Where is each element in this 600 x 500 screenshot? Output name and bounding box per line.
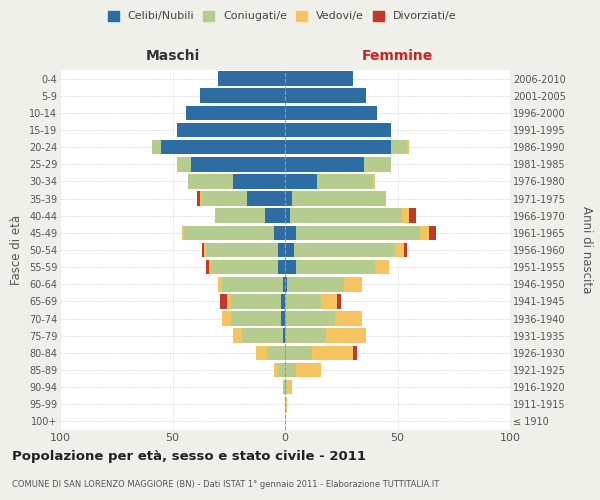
Bar	[204, 242, 206, 258]
Bar	[197, 192, 199, 206]
Bar	[409, 208, 415, 223]
Bar	[199, 88, 285, 103]
Bar	[274, 226, 285, 240]
Bar	[343, 277, 361, 291]
Bar	[402, 208, 409, 223]
Bar	[191, 157, 285, 172]
Bar	[312, 346, 353, 360]
Bar	[285, 362, 296, 378]
Bar	[285, 106, 377, 120]
Bar	[285, 242, 294, 258]
Bar	[278, 362, 285, 378]
Bar	[199, 192, 202, 206]
Bar	[404, 242, 407, 258]
Bar	[206, 242, 278, 258]
Bar	[186, 106, 285, 120]
Bar	[395, 242, 404, 258]
Bar	[285, 312, 335, 326]
Text: Maschi: Maschi	[145, 49, 200, 63]
Bar	[247, 192, 285, 206]
Bar	[296, 362, 321, 378]
Bar	[287, 380, 292, 394]
Bar	[220, 294, 227, 308]
Bar	[182, 226, 184, 240]
Bar	[233, 174, 285, 188]
Bar	[278, 242, 285, 258]
Bar	[335, 312, 361, 326]
Bar	[294, 242, 395, 258]
Legend: Celibi/Nubili, Coniugati/e, Vedovi/e, Divorziati/e: Celibi/Nubili, Coniugati/e, Vedovi/e, Di…	[107, 10, 457, 22]
Bar	[222, 277, 283, 291]
Bar	[285, 88, 366, 103]
Bar	[184, 226, 274, 240]
Y-axis label: Fasce di età: Fasce di età	[10, 215, 23, 285]
Bar	[391, 140, 407, 154]
Bar	[321, 294, 337, 308]
Bar	[202, 192, 247, 206]
Bar	[202, 242, 204, 258]
Bar	[188, 174, 233, 188]
Bar	[285, 140, 391, 154]
Bar	[285, 208, 290, 223]
Bar	[296, 226, 420, 240]
Bar	[290, 208, 402, 223]
Bar	[285, 397, 287, 411]
Bar	[285, 277, 287, 291]
Bar	[281, 312, 285, 326]
Bar	[161, 140, 285, 154]
Bar	[267, 346, 285, 360]
Bar	[285, 260, 296, 274]
Bar	[375, 260, 389, 274]
Bar	[177, 157, 191, 172]
Bar	[285, 380, 287, 394]
Bar	[364, 157, 391, 172]
Bar	[407, 140, 409, 154]
Bar	[231, 312, 281, 326]
Bar	[274, 362, 278, 378]
Bar	[283, 277, 285, 291]
Bar	[283, 380, 285, 394]
Bar	[287, 277, 343, 291]
Bar	[285, 122, 391, 138]
Bar	[209, 260, 211, 274]
Bar	[233, 328, 242, 343]
Bar	[177, 122, 285, 138]
Text: COMUNE DI SAN LORENZO MAGGIORE (BN) - Dati ISTAT 1° gennaio 2011 - Elaborazione : COMUNE DI SAN LORENZO MAGGIORE (BN) - Da…	[12, 480, 439, 489]
Bar	[373, 174, 375, 188]
Bar	[242, 328, 283, 343]
Bar	[292, 192, 386, 206]
Bar	[317, 174, 373, 188]
Text: Popolazione per età, sesso e stato civile - 2011: Popolazione per età, sesso e stato civil…	[12, 450, 366, 463]
Bar	[222, 312, 231, 326]
Bar	[285, 346, 312, 360]
Bar	[215, 208, 265, 223]
Bar	[285, 72, 353, 86]
Bar	[218, 72, 285, 86]
Bar	[296, 260, 375, 274]
Bar	[325, 328, 366, 343]
Bar	[285, 328, 325, 343]
Bar	[227, 294, 231, 308]
Bar	[285, 294, 321, 308]
Bar	[285, 157, 364, 172]
Bar	[206, 260, 209, 274]
Bar	[353, 346, 357, 360]
Bar	[218, 277, 222, 291]
Bar	[265, 208, 285, 223]
Bar	[256, 346, 267, 360]
Bar	[211, 260, 278, 274]
Bar	[285, 174, 317, 188]
Y-axis label: Anni di nascita: Anni di nascita	[580, 206, 593, 294]
Bar	[278, 260, 285, 274]
Bar	[420, 226, 429, 240]
Bar	[283, 328, 285, 343]
Bar	[152, 140, 161, 154]
Bar	[337, 294, 341, 308]
Bar	[281, 294, 285, 308]
Bar	[231, 294, 281, 308]
Text: Femmine: Femmine	[362, 49, 433, 63]
Bar	[429, 226, 436, 240]
Bar	[285, 192, 292, 206]
Bar	[285, 226, 296, 240]
